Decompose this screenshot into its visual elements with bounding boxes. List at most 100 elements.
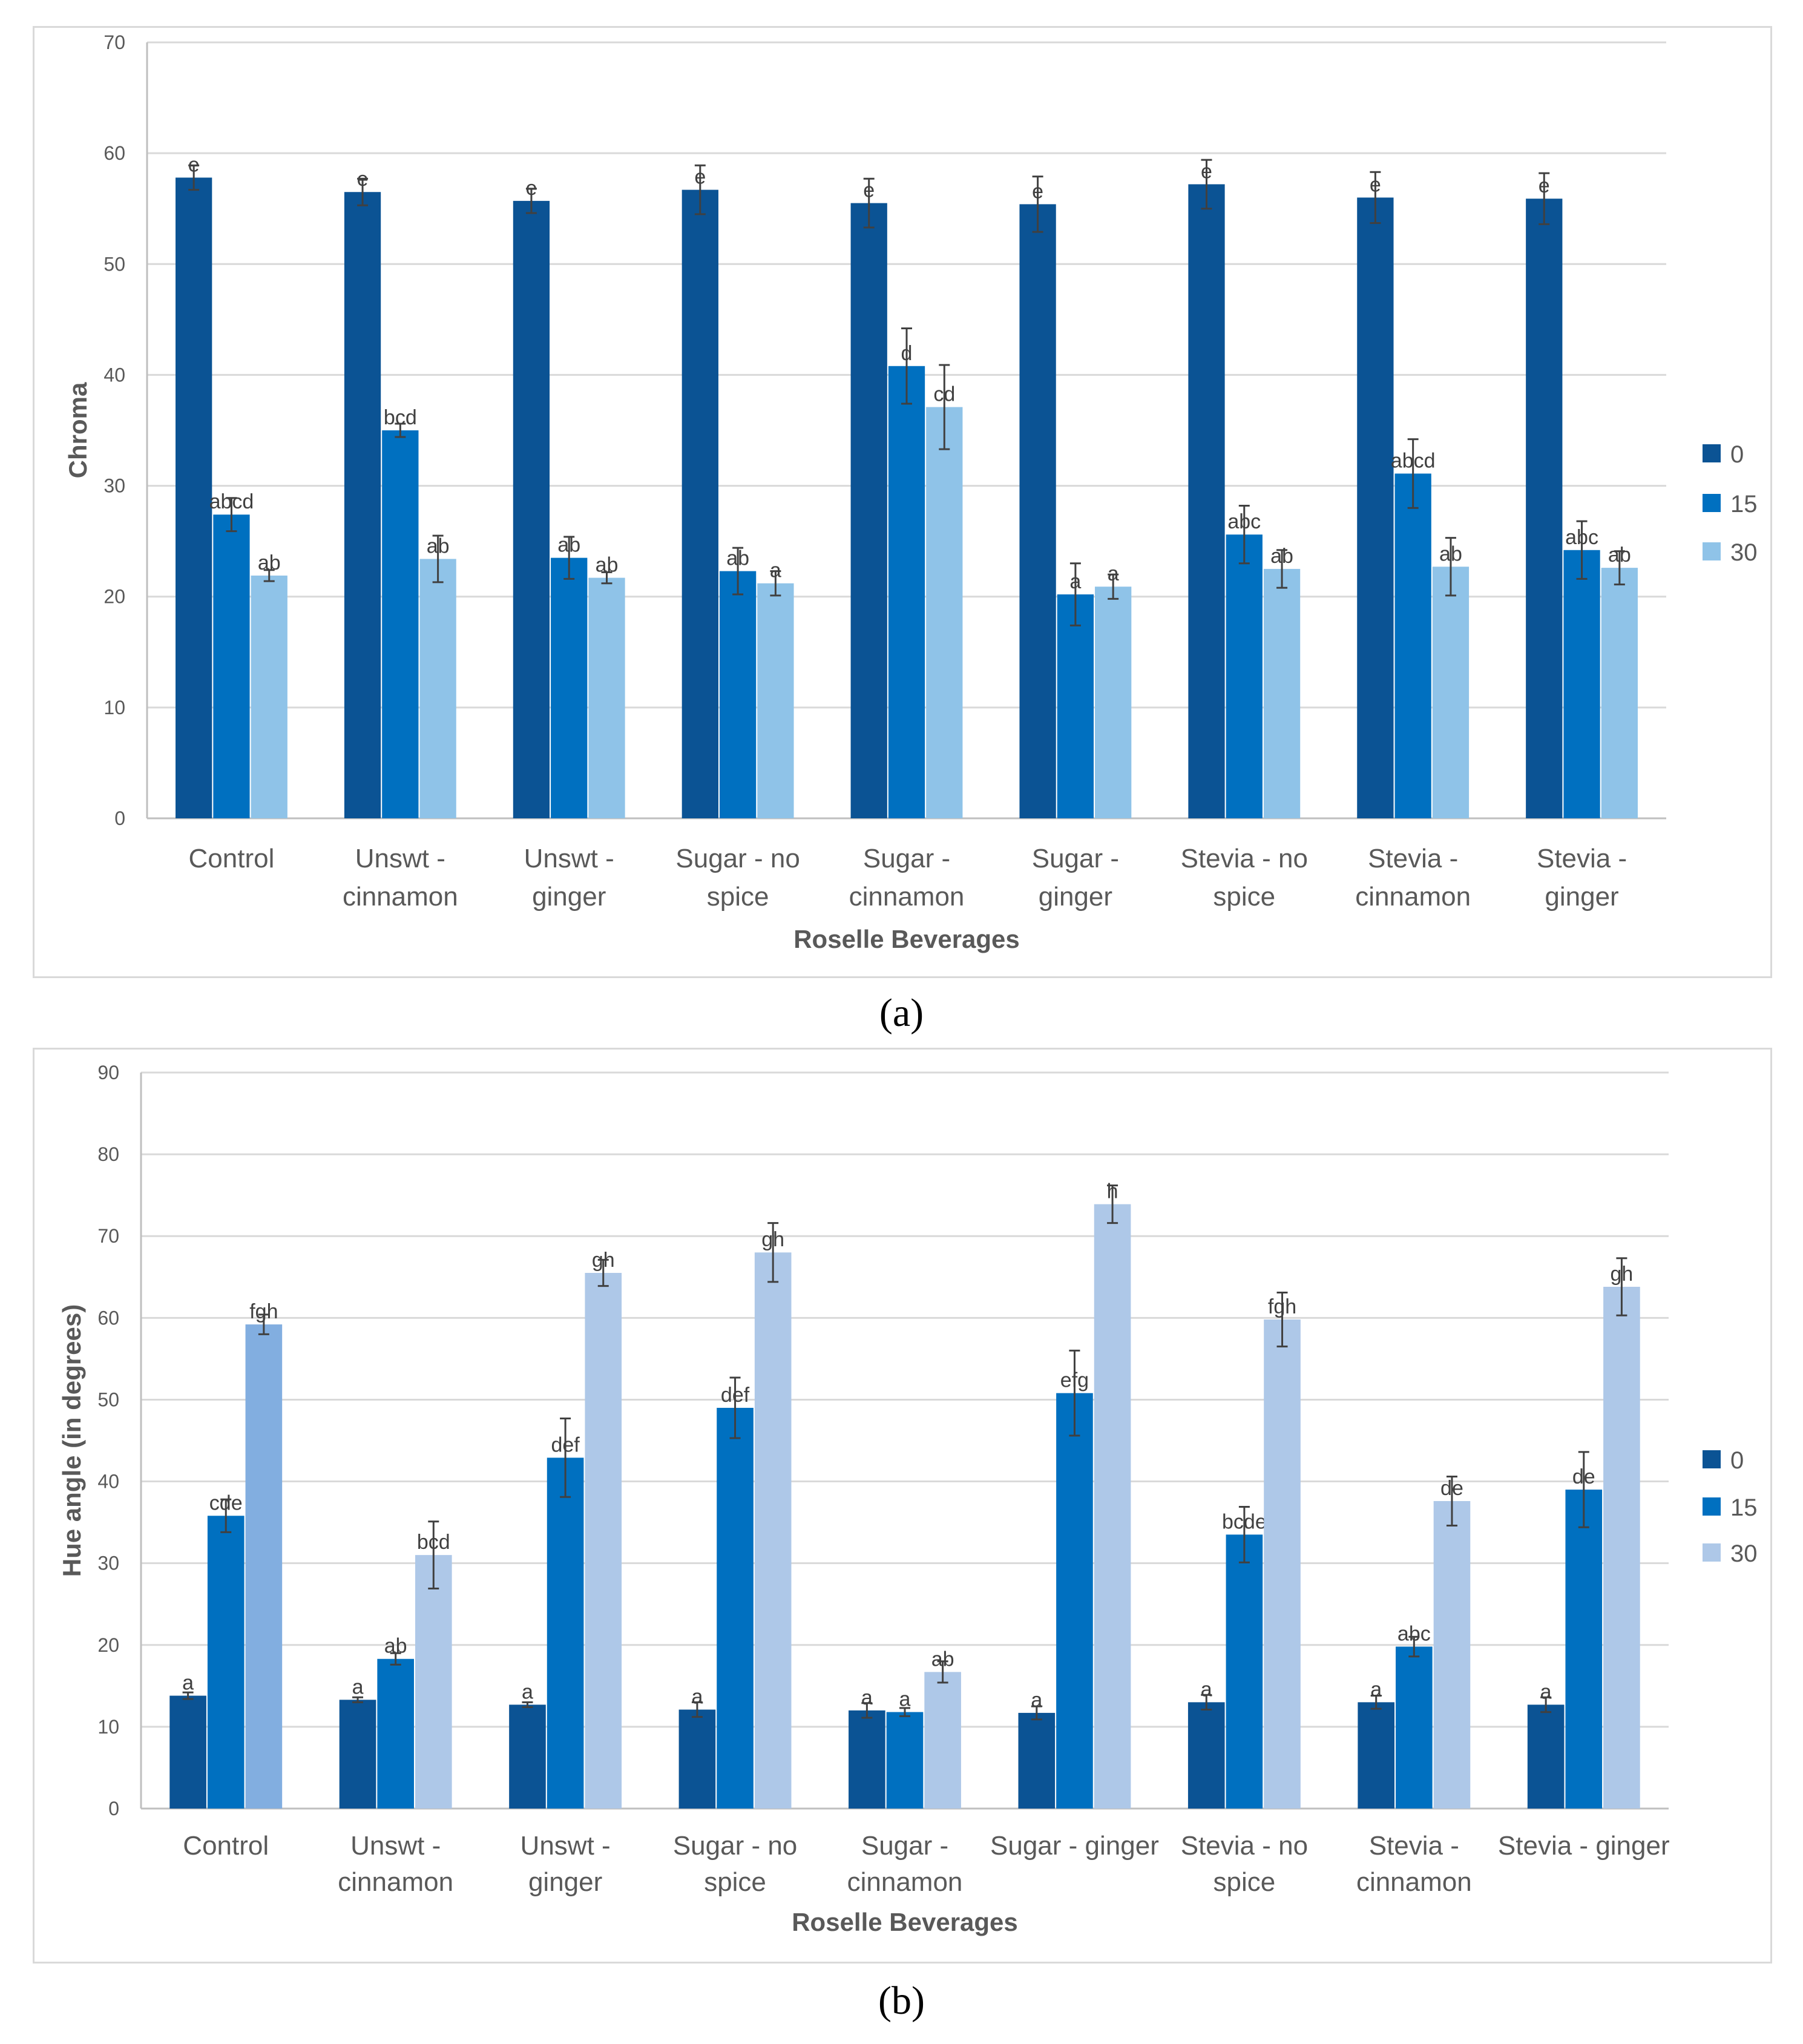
chart-a-ytick-label: 50 — [103, 253, 125, 275]
chart-a-bar-s15-c4 — [888, 366, 925, 818]
chart-a-bar-s30-c3 — [757, 583, 794, 818]
caption-b: (b) — [878, 1979, 925, 2023]
chart-b-errorbar-s30-c0 — [258, 1313, 269, 1335]
chart-b-bar-s30-c6 — [1264, 1319, 1301, 1809]
chart-b-xtick-label: Sugar - ginger — [990, 1831, 1159, 1861]
chart-a-ytick-label: 0 — [114, 807, 125, 829]
chart-b-bar-s0-c2 — [509, 1704, 546, 1809]
chart-b-legend-label-15: 15 — [1730, 1494, 1758, 1521]
chart-a-data-label: abcd — [1391, 449, 1436, 472]
chart-a-bar-s15-c5 — [1057, 594, 1094, 818]
chart-b-ytick-label: 50 — [97, 1388, 119, 1410]
chart-a-data-label: d — [901, 342, 913, 365]
chart-b-data-label: bcde — [1222, 1510, 1267, 1533]
chart-a-bar-s0-c5 — [1019, 204, 1056, 819]
chart-b-xtick-label: spice — [704, 1867, 766, 1897]
chart-a-data-label: abc — [1227, 510, 1261, 533]
chart-b-errorbar-s30-c4 — [937, 1660, 948, 1684]
chart-b-data-label: a — [1540, 1680, 1552, 1703]
chart-b-bar-s0-c8 — [1527, 1704, 1565, 1809]
chart-b-data-label: ab — [931, 1648, 954, 1671]
chart-b-data-label: fgh — [249, 1300, 278, 1323]
chart-a-data-label: ab — [726, 547, 749, 570]
chart-a-data-label: e — [357, 168, 369, 191]
chart-a-xaxis-title: Roselle Beverages — [793, 925, 1020, 953]
chart-b-data-label: def — [721, 1384, 750, 1407]
chart-a-bar-s0-c3 — [681, 189, 718, 819]
chart-b-errorbar-s30-c8 — [1616, 1257, 1627, 1316]
chart-a-data-label: ab — [1608, 544, 1631, 567]
chart-a-errorbar-s30-c2 — [601, 571, 612, 585]
chart-a-bar-s30-c8 — [1601, 568, 1638, 818]
chart-a-errorbar-s0-c5 — [1032, 176, 1043, 233]
chart-b-errorbar-s15-c2 — [560, 1418, 571, 1498]
chart-b-ytick-label: 40 — [97, 1471, 119, 1493]
chart-b-data-label: a — [899, 1688, 911, 1711]
chart-a-xtick-label: Unswt - — [355, 844, 445, 873]
chart-b-data-label: a — [691, 1686, 703, 1709]
chart-a-errorbar-s30-c0 — [263, 569, 275, 582]
chart-b-ytick-label: 70 — [97, 1225, 119, 1247]
chart-b-errorbar-s15-c5 — [1069, 1349, 1080, 1437]
chart-a-data-label: ab — [557, 534, 580, 557]
chart-b-errorbar-s30-c2 — [597, 1258, 609, 1287]
chart-a-data-label: a — [1108, 562, 1119, 585]
chart-b-data-label: gh — [761, 1228, 784, 1251]
chart-a-legend-label-15: 15 — [1730, 491, 1758, 518]
chart-a-bar-s30-c6 — [1263, 568, 1301, 818]
chart-b-xtick-label: Sugar - no — [673, 1831, 797, 1861]
chart-a-bar-s30-c7 — [1432, 567, 1470, 818]
chart-a-xtick-label: Stevia - — [1368, 844, 1458, 873]
chart-a-xtick-label: Unswt - — [524, 844, 614, 873]
chart-a-legend-swatch-15 — [1703, 494, 1721, 512]
chart-a-data-label: e — [1032, 180, 1043, 203]
chart-b-data-label: a — [861, 1686, 873, 1709]
chart-b-ytick-label: 0 — [108, 1798, 119, 1819]
chart-a-xtick-label: cinnamon — [1355, 882, 1471, 912]
chart-a-errorbar-s0-c3 — [694, 164, 706, 215]
chart-b-errorbar-s0-c7 — [1370, 1695, 1382, 1710]
chart-a-ytick-label: 30 — [103, 475, 125, 497]
chart-a-errorbar-s15-c3 — [732, 547, 744, 596]
chart-a-bar-s15-c2 — [551, 557, 588, 818]
chart-a-bar-s0-c4 — [850, 203, 887, 818]
chart-a-xtick-label: cinnamon — [849, 882, 965, 912]
chart-a-errorbar-s15-c6 — [1238, 505, 1250, 565]
chart-a-data-label: ab — [596, 554, 619, 577]
chart-a-errorbar-s0-c6 — [1201, 159, 1212, 210]
chart-b-data-label: h — [1107, 1180, 1118, 1203]
chart-a-bar-s15-c0 — [213, 514, 250, 818]
chart-a-errorbar-s0-c7 — [1370, 171, 1381, 225]
chart-b-errorbar-s0-c8 — [1540, 1696, 1552, 1714]
chart-a-legend-swatch-30 — [1703, 542, 1721, 560]
chart-a-errorbar-s30-c1 — [432, 534, 444, 583]
chart-b-data-label: cde — [209, 1491, 243, 1514]
chart-b-data-label: ab — [384, 1635, 407, 1658]
chart-b-bar-s15-c4 — [886, 1712, 924, 1809]
chart-b-errorbar-s15-c3 — [729, 1376, 741, 1439]
chart-a-bar-s30-c0 — [251, 575, 287, 818]
chart-a-xtick-label: ginger — [532, 882, 606, 912]
chart-a-data-label: bcd — [384, 406, 417, 429]
chart-b-data-label: def — [551, 1433, 580, 1456]
chart-a-bar-s0-c8 — [1526, 199, 1563, 818]
chart-a-data-label: a — [1069, 570, 1081, 593]
chart-b-legend-label-30: 30 — [1730, 1540, 1758, 1567]
chart-a-data-label: cd — [933, 383, 955, 406]
chart-b-errorbar-s30-c6 — [1276, 1291, 1288, 1348]
chart-a-data-label: e — [188, 153, 200, 176]
chart-a-data-label: ab — [427, 534, 450, 557]
chart-a-xtick-label: spice — [1213, 882, 1275, 912]
chart-b-data-label: bcd — [417, 1531, 450, 1554]
chart-a-data-label: a — [770, 559, 781, 582]
chart-a-data-label: ab — [1270, 545, 1293, 568]
chart-b-data-label: de — [1440, 1477, 1463, 1500]
chart-a-errorbar-s30-c5 — [1108, 573, 1119, 600]
chart-a-errorbar-s15-c4 — [901, 327, 912, 405]
chart-a-bar-s0-c6 — [1188, 184, 1225, 818]
chart-a-ytick-label: 40 — [103, 364, 125, 386]
chart-b-errorbar-s0-c5 — [1031, 1705, 1042, 1721]
chart-a-xtick-label: ginger — [1039, 882, 1112, 912]
chart-b-bar-s30-c1 — [415, 1555, 452, 1809]
chart-b-errorbar-s15-c6 — [1238, 1505, 1250, 1563]
